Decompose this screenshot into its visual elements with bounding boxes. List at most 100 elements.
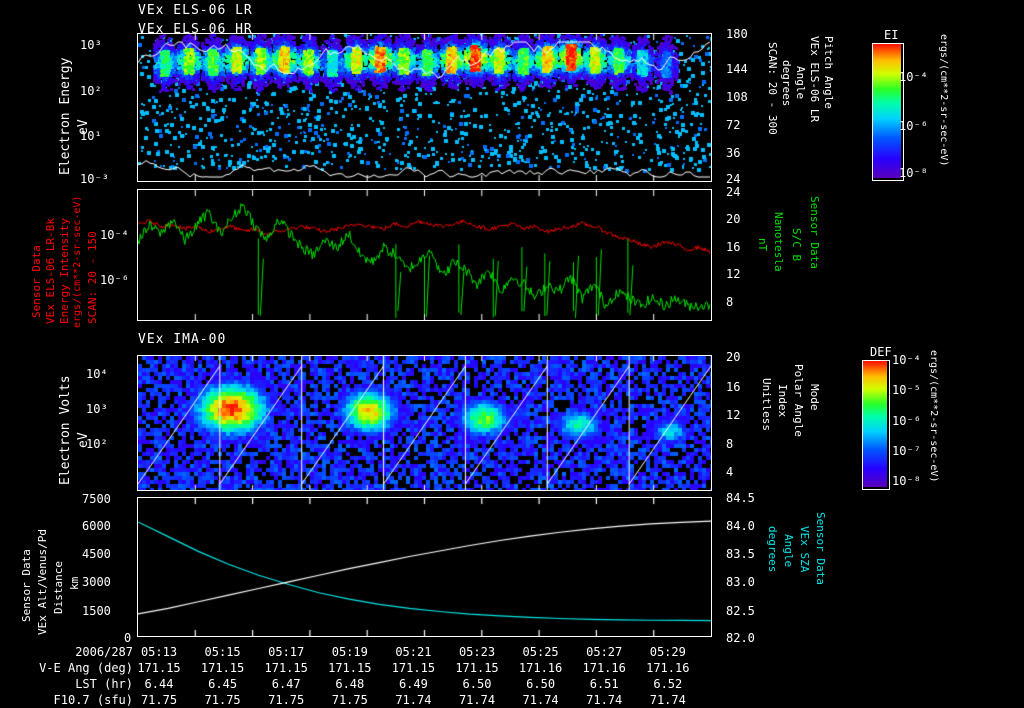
table-cell-r0-c6: 05:25 xyxy=(522,645,559,659)
panel3-rtick-1: 16 xyxy=(726,380,741,394)
panel4-ytick-4: 1500 xyxy=(82,604,111,618)
colorbar-def-tick-1: 10⁻⁵ xyxy=(892,383,921,397)
colorbar-def-tick-2: 10⁻⁶ xyxy=(892,414,921,428)
panel1-spectrogram-canvas xyxy=(138,34,711,181)
panel2-left-label-3: ergs/(cm**2-sr-sec-eV) xyxy=(72,195,83,328)
panel4-ytick-0: 7500 xyxy=(82,492,111,506)
table-cell-r2-c1: 6.45 xyxy=(208,677,238,691)
panel1-ytick-0: 10³ xyxy=(80,38,102,52)
panel2-right-label-0: Sensor Data xyxy=(808,196,821,269)
panel3-ytick-1: 10³ xyxy=(86,402,108,416)
table-cell-r2-c8: 6.52 xyxy=(653,677,683,691)
panel2-ytick-1: 10⁻⁶ xyxy=(100,273,129,287)
panel1-plot-frame[interactable] xyxy=(137,33,712,182)
panel4-right-label-1: VEx SZA xyxy=(798,526,811,573)
panel3-rtick-4: 4 xyxy=(726,465,734,479)
table-cell-r2-c6: 6.50 xyxy=(526,677,556,691)
panel3-plot-frame[interactable] xyxy=(137,355,712,491)
panel1-rtick-5: 24 xyxy=(726,172,741,186)
panel3-spectrogram-canvas xyxy=(138,356,711,490)
table-cell-r0-c0: 05:13 xyxy=(140,645,178,659)
panel2-timeseries-canvas xyxy=(138,190,711,320)
panel2-right-label-2: Nanotesla xyxy=(772,212,785,272)
panel3-left-axis-label: Electron Volts xyxy=(58,375,73,485)
panel1-rtick-0: 180 xyxy=(726,27,748,41)
panel1-ytick-1: 10² xyxy=(80,84,102,98)
panel1-rtick-1: 144 xyxy=(726,62,748,76)
table-cell-r2-c0: 6.44 xyxy=(144,677,174,691)
panel2-rtick-4: 8 xyxy=(726,295,734,309)
panel1-right-label-2: Angle xyxy=(794,66,807,100)
panel3-ytick-0: 10⁴ xyxy=(86,367,108,381)
panel4-rtick-4: 82.5 xyxy=(726,604,755,618)
panel4-ytick-2: 4500 xyxy=(82,547,111,561)
panel2-right-label-3: nT xyxy=(756,238,769,252)
colorbar-def[interactable] xyxy=(862,360,890,490)
panel3-rtick-3: 8 xyxy=(726,437,734,451)
table-cell-r2-c3: 6.48 xyxy=(335,677,365,691)
panel3-rtick-2: 12 xyxy=(726,408,741,422)
table-cell-r1-c8: 171.16 xyxy=(646,661,690,675)
table-rowlabel-2: LST (hr) xyxy=(75,677,133,691)
panel2-rtick-3: 12 xyxy=(726,267,741,281)
panel2-left-label-1: VEx ELS-06 LR-Bk xyxy=(44,218,57,324)
table-cell-r0-c7: 05:27 xyxy=(586,645,623,659)
panel1-right-label-4: SCAN: 20 - 300 xyxy=(766,42,779,135)
panel1-ytick-3: 10⁻³ xyxy=(80,172,109,186)
panel4-left-label-0: Sensor Data xyxy=(20,549,33,622)
panel4-left-label-1: VEx Alt/Venus/Pd xyxy=(36,529,49,635)
table-cell-r1-c7: 171.16 xyxy=(582,661,626,675)
panel1-rtick-3: 72 xyxy=(726,118,741,132)
table-cell-r2-c4: 6.49 xyxy=(398,677,428,691)
colorbar-ei[interactable] xyxy=(872,43,904,181)
table-cell-r2-c7: 6.51 xyxy=(589,677,619,691)
table-rowlabel-0: 2006/287 xyxy=(75,645,133,659)
colorbar-ei-tick-0: 10⁻⁴ xyxy=(899,70,928,84)
panel1-right-label-0: Pitch Angle xyxy=(822,36,835,109)
table-cell-r1-c1: 171.15 xyxy=(200,661,245,675)
colorbar-ei-tick-2: 10⁻⁸ xyxy=(899,166,928,180)
panel2-ytick-0: 10⁻⁴ xyxy=(100,228,129,242)
panel4-right-label-3: degrees xyxy=(766,526,779,573)
colorbar-ei-title: EI xyxy=(884,28,899,42)
colorbar-def-tick-0: 10⁻⁴ xyxy=(892,353,921,367)
colorbar-def-tick-3: 10⁻⁷ xyxy=(892,444,921,458)
table-cell-r0-c2: 05:17 xyxy=(268,645,305,659)
panel4-left-label-2: Distance xyxy=(52,561,65,614)
panel4-plot-frame[interactable] xyxy=(137,497,712,637)
panel1-rtick-2: 108 xyxy=(726,90,748,104)
table-cell-r3-c4: 71.74 xyxy=(395,693,432,707)
panel4-ytick-1: 6000 xyxy=(82,519,111,533)
colorbar-ei-gradient xyxy=(873,44,901,178)
table-cell-r0-c8: 05:29 xyxy=(649,645,686,659)
panel2-left-label-0: Sensor Data xyxy=(30,245,43,318)
colorbar-def-tick-4: 10⁻⁸ xyxy=(892,474,921,488)
panel2-right-label-1: S/C B xyxy=(790,228,803,262)
panel2-plot-frame[interactable] xyxy=(137,189,712,321)
colorbar-def-gradient xyxy=(863,361,887,487)
panel1-right-label-3: degrees xyxy=(780,60,793,107)
table-cell-r2-c2: 6.47 xyxy=(271,677,301,691)
table-cell-r0-c5: 05:23 xyxy=(458,645,496,659)
panel3-right-label-2: Index xyxy=(776,384,789,418)
panel4-rtick-1: 84.0 xyxy=(726,519,755,533)
panel4-rtick-5: 82.0 xyxy=(726,631,755,645)
panel4-right-label-2: Angle xyxy=(782,534,795,568)
table-cell-r3-c6: 71.74 xyxy=(522,693,559,707)
panel1-right-label-1: VEx ELS-06 LR xyxy=(808,36,821,123)
colorbar-def-title: DEF xyxy=(870,345,892,359)
panel2-rtick-0: 24 xyxy=(726,185,741,199)
panel1-rtick-4: 36 xyxy=(726,146,741,160)
panel4-rtick-2: 83.5 xyxy=(726,547,755,561)
table-cell-r1-c3: 171.15 xyxy=(328,661,372,675)
panel2-left-label-2: Energy Intensity xyxy=(58,218,71,324)
table-cell-r3-c5: 71.74 xyxy=(458,693,496,707)
colorbar-ei-unit: ergs/(cm**2-sr-sec-eV) xyxy=(938,34,949,167)
panel3-right-label-1: Polar Angle xyxy=(792,364,805,437)
panel1-title-lr: VEx ELS-06 LR xyxy=(138,3,253,18)
table-cell-r1-c5: 171.15 xyxy=(455,661,499,675)
panel3-rtick-0: 20 xyxy=(726,350,741,364)
panel3-title: VEx IMA-00 xyxy=(138,332,227,347)
table-cell-r2-c5: 6.50 xyxy=(462,677,492,691)
